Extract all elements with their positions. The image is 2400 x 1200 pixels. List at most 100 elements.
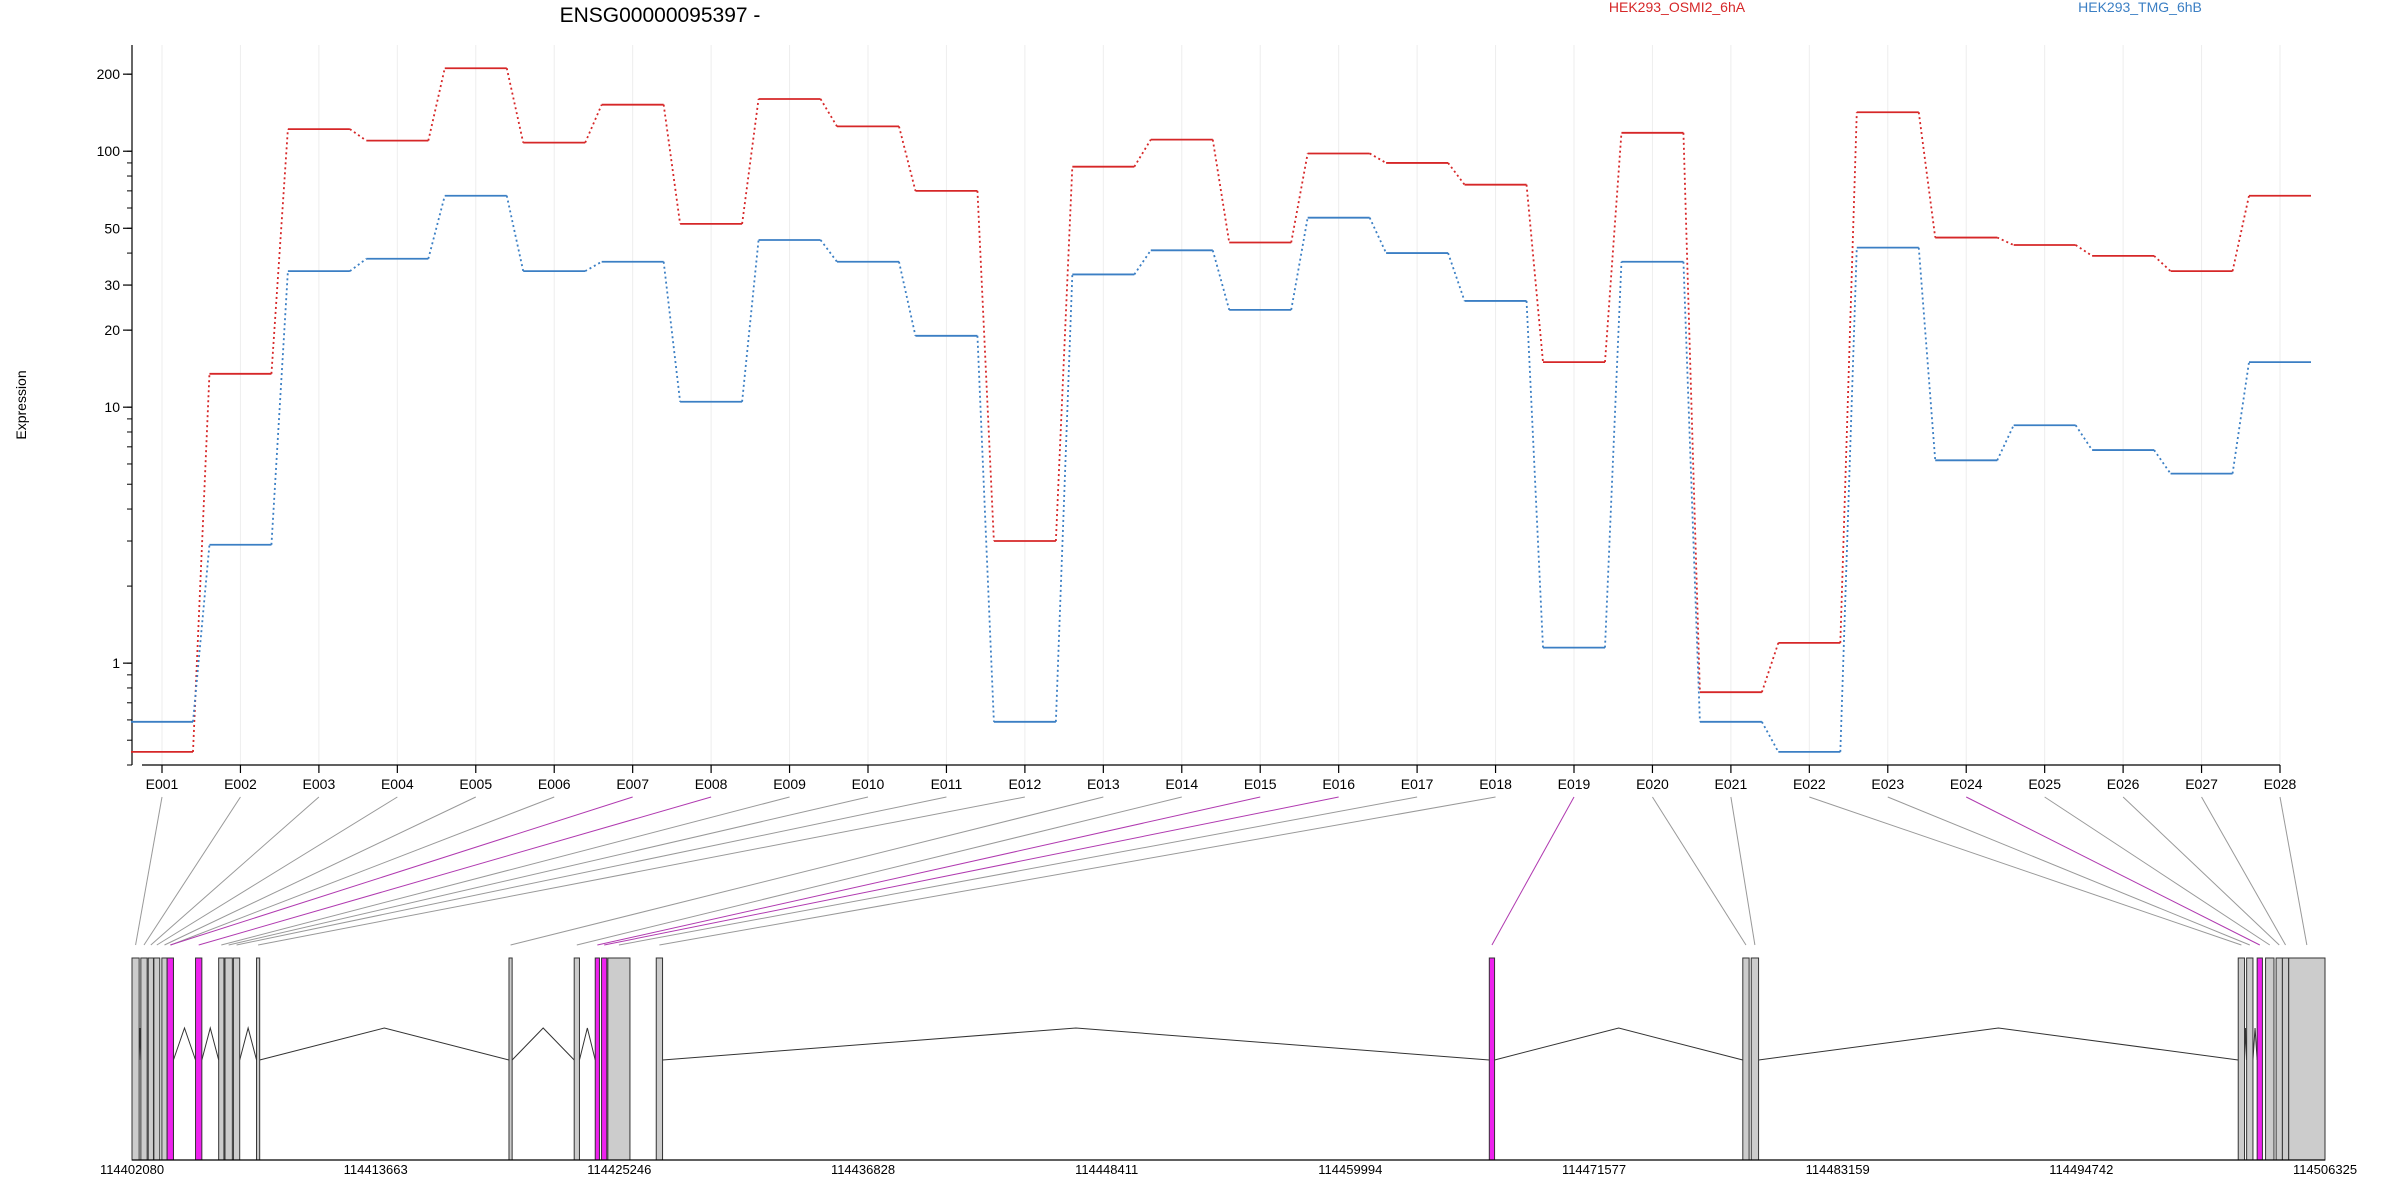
- connector-E026: [2122, 796, 2280, 946]
- series1-link: [584, 104, 603, 144]
- intron-line: [578, 1027, 596, 1061]
- exon-block-E027: [2281, 957, 2290, 1161]
- x-tick-label-E025: E025: [2028, 776, 2061, 792]
- exon-block-E021: [1750, 957, 1760, 1161]
- genomic-tick-label: 114413663: [344, 1162, 408, 1177]
- intron-line: [172, 1026, 197, 1061]
- connector-E012: [258, 796, 1025, 946]
- x-tick-label-E006: E006: [538, 776, 571, 792]
- series1-link: [505, 68, 525, 143]
- series2-link: [1525, 300, 1544, 648]
- exon-block-E012: [256, 957, 261, 1161]
- series2-link: [1133, 249, 1152, 275]
- connector-E008: [198, 796, 712, 946]
- exon-block-E025: [2265, 957, 2275, 1161]
- series1-link: [1525, 184, 1544, 363]
- x-tick-label-E015: E015: [1244, 776, 1277, 792]
- x-tick-label-E027: E027: [2185, 776, 2218, 792]
- genomic-tick-label: 114448411: [1075, 1162, 1138, 1177]
- series1-link: [1604, 132, 1623, 363]
- x-tick-label-E001: E001: [146, 776, 179, 792]
- exon-block-E018: [655, 957, 664, 1161]
- series2-link: [1996, 424, 2015, 461]
- x-tick-label-E010: E010: [852, 776, 885, 792]
- exon-block-E020: [1742, 957, 1750, 1161]
- genomic-tick-label: 114402080: [100, 1162, 164, 1177]
- series2-link: [1917, 247, 1937, 461]
- x-tick-label-E009: E009: [773, 776, 806, 792]
- series2-link: [584, 260, 603, 272]
- series2-link: [1761, 721, 1780, 753]
- exon-connectors: [135, 796, 2308, 946]
- series1-link: [1996, 236, 2015, 246]
- x-tick-label-E019: E019: [1558, 776, 1591, 792]
- series2-link: [662, 261, 682, 402]
- intron-line: [239, 1026, 258, 1061]
- connector-E001: [135, 796, 163, 946]
- connector-E015: [597, 796, 1261, 946]
- connector-E016: [604, 796, 1339, 946]
- x-tick-label-E005: E005: [459, 776, 492, 792]
- series2-link: [898, 261, 917, 337]
- series1-link: [2075, 244, 2093, 257]
- series2-link: [505, 195, 525, 272]
- x-tick-label-E004: E004: [381, 776, 414, 792]
- series1-link: [1211, 139, 1231, 243]
- exon-block-E007: [166, 957, 174, 1161]
- x-tick-label-E024: E024: [1950, 776, 1983, 792]
- x-tick-label-E023: E023: [1871, 776, 1904, 792]
- series1-link: [1682, 132, 1701, 693]
- x-tick-label-E013: E013: [1087, 776, 1120, 792]
- series1-link: [898, 126, 917, 192]
- x-tick-label-E002: E002: [224, 776, 257, 792]
- x-tick-label-E007: E007: [616, 776, 649, 792]
- y-axis-label: Expression: [13, 370, 29, 439]
- x-axis: E001 E002 E003 E004 E005 E006 E007 E008 E009 E010…: [142, 764, 2297, 792]
- intron-line: [662, 1027, 1490, 1061]
- exon-block-E019: [1488, 957, 1496, 1161]
- connector-E024: [1965, 796, 2261, 946]
- series2-link: [427, 195, 446, 260]
- genomic-tick-label: 114425246: [587, 1162, 651, 1177]
- x-tick-label-E026: E026: [2107, 776, 2140, 792]
- y-tick-label: 20: [104, 322, 120, 338]
- series1-link: [349, 128, 367, 142]
- connector-E017: [618, 796, 1418, 946]
- gene-model: [131, 957, 2326, 1161]
- intron-line: [259, 1027, 510, 1061]
- x-tick-label-E020: E020: [1636, 776, 1669, 792]
- series2-link: [2074, 424, 2093, 451]
- intron-line: [2252, 1027, 2258, 1061]
- genomic-tick-label: 114459994: [1318, 1162, 1382, 1177]
- exon-block-E008: [195, 957, 203, 1161]
- intron-line: [511, 1027, 575, 1061]
- connector-E003: [150, 796, 320, 946]
- connector-E021: [1730, 796, 1756, 946]
- genomic-tick-label: 114494742: [2049, 1162, 2113, 1177]
- x-tick-label-E014: E014: [1165, 776, 1198, 792]
- exon-block-E002: [140, 957, 148, 1161]
- y-axis: 200 100 50 30 20 10 1: [97, 45, 133, 766]
- series2-link: [1368, 217, 1387, 254]
- connector-E018: [659, 796, 1496, 946]
- series2-link: [976, 335, 995, 722]
- connector-E010: [228, 796, 869, 946]
- genomic-tick-label: 114506325: [2293, 1162, 2357, 1177]
- y-tick-label: 30: [104, 277, 120, 293]
- series2-link: [1447, 252, 1466, 302]
- series1-link: [976, 190, 995, 542]
- x-tick-label-E008: E008: [695, 776, 728, 792]
- series1-link: [2153, 255, 2172, 272]
- exon-block-E011: [232, 957, 241, 1161]
- series1-link: [192, 373, 211, 752]
- connector-E027: [2201, 796, 2286, 946]
- series2-link: [741, 239, 760, 402]
- exon-block-E017: [607, 957, 631, 1161]
- x-tick-label-E018: E018: [1479, 776, 1512, 792]
- x-tick-label-E012: E012: [1009, 776, 1042, 792]
- series2-link: [1054, 274, 1074, 722]
- intron-line: [201, 1026, 220, 1061]
- x-tick-label-E003: E003: [303, 776, 336, 792]
- x-tick-label-E022: E022: [1793, 776, 1826, 792]
